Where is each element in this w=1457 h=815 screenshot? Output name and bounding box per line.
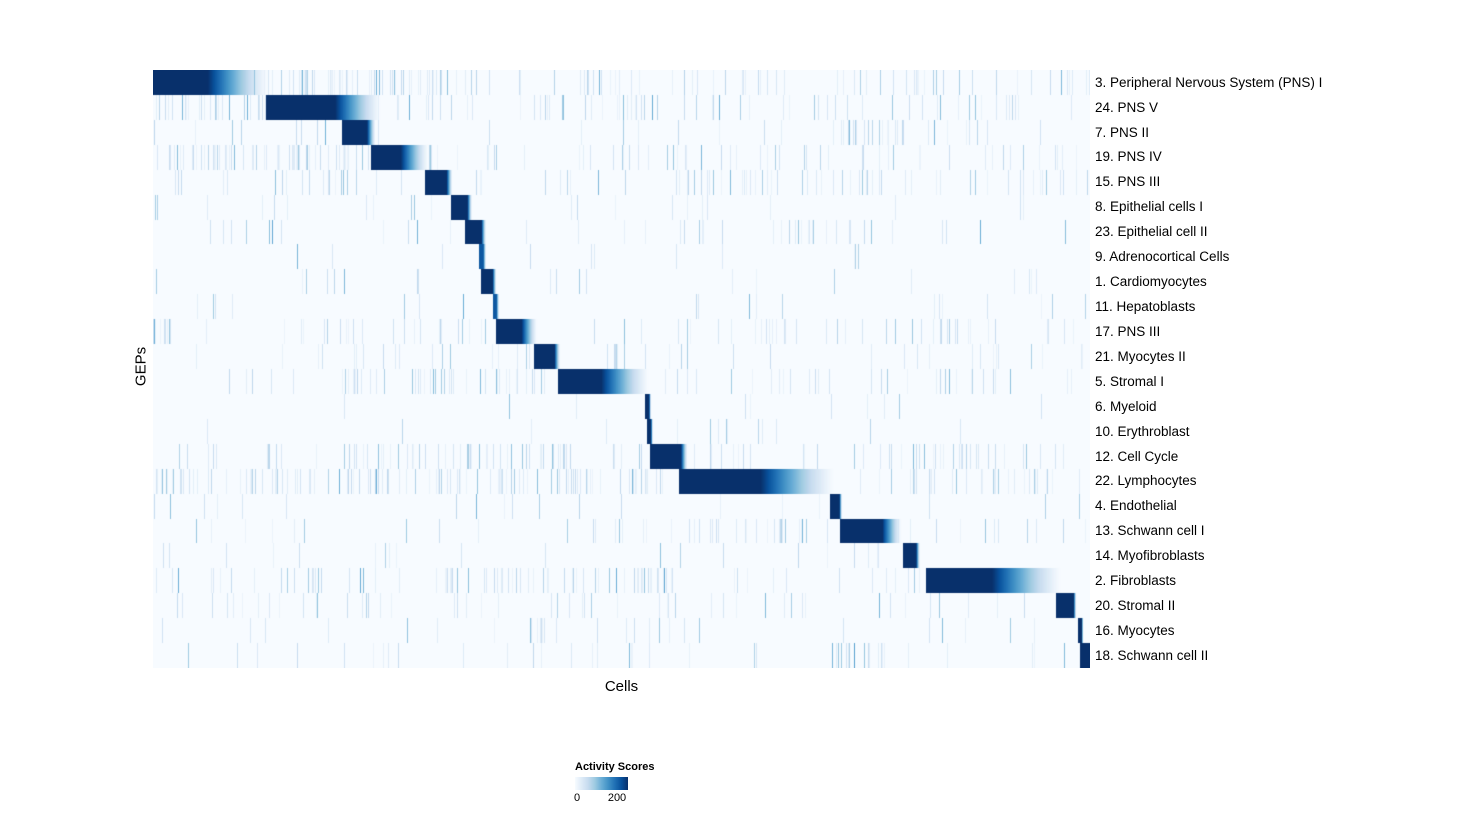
row-label: 12. Cell Cycle <box>1095 448 1179 464</box>
colorbar-ticks: 0 200 <box>573 792 695 806</box>
row-label: 3. Peripheral Nervous System (PNS) I <box>1095 74 1323 90</box>
colorbar-legend: Activity Scores 0 200 <box>573 761 695 806</box>
row-label: 2. Fibroblasts <box>1095 573 1177 589</box>
row-label: 15. PNS III <box>1095 174 1161 190</box>
x-axis-label: Cells <box>604 678 639 695</box>
row-label: 6. Myeloid <box>1095 398 1157 414</box>
row-label: 22. Lymphocytes <box>1095 473 1197 489</box>
row-label: 20. Stromal II <box>1095 598 1176 614</box>
row-labels: 3. Peripheral Nervous System (PNS) I 24.… <box>1095 70 1455 668</box>
colorbar-gradient <box>575 777 628 790</box>
y-axis-label: GEPs <box>132 346 150 387</box>
row-label: 14. Myofibroblasts <box>1095 548 1205 564</box>
row-label: 1. Cardiomyocytes <box>1095 274 1207 290</box>
row-label: 4. Endothelial <box>1095 498 1177 514</box>
row-label: 10. Erythroblast <box>1095 423 1190 439</box>
row-label: 7. PNS II <box>1095 124 1150 140</box>
row-label: 11. Hepatoblasts <box>1095 299 1196 314</box>
row-label: 19. PNS IV <box>1095 149 1162 165</box>
row-label: 5. Stromal I <box>1095 373 1165 389</box>
row-label: 21. Myocytes II <box>1095 348 1186 364</box>
row-label: 24. PNS V <box>1095 99 1159 115</box>
row-label: 8. Epithelial cells I <box>1095 199 1204 215</box>
row-label: 16. Myocytes <box>1095 622 1175 638</box>
row-label: 9. Adrenocortical Cells <box>1095 249 1230 265</box>
row-label: 23. Epithelial cell II <box>1095 224 1208 240</box>
row-label: 13. Schwann cell I <box>1095 523 1205 539</box>
row-label: 17. PNS III <box>1095 323 1161 339</box>
heatmap-canvas <box>153 70 1090 668</box>
row-label: 18. Schwann cell II <box>1095 647 1209 663</box>
colorbar-tick-max: 200 <box>607 792 627 804</box>
colorbar-tick-min: 0 <box>573 792 581 804</box>
colorbar-title: Activity Scores <box>575 761 655 773</box>
